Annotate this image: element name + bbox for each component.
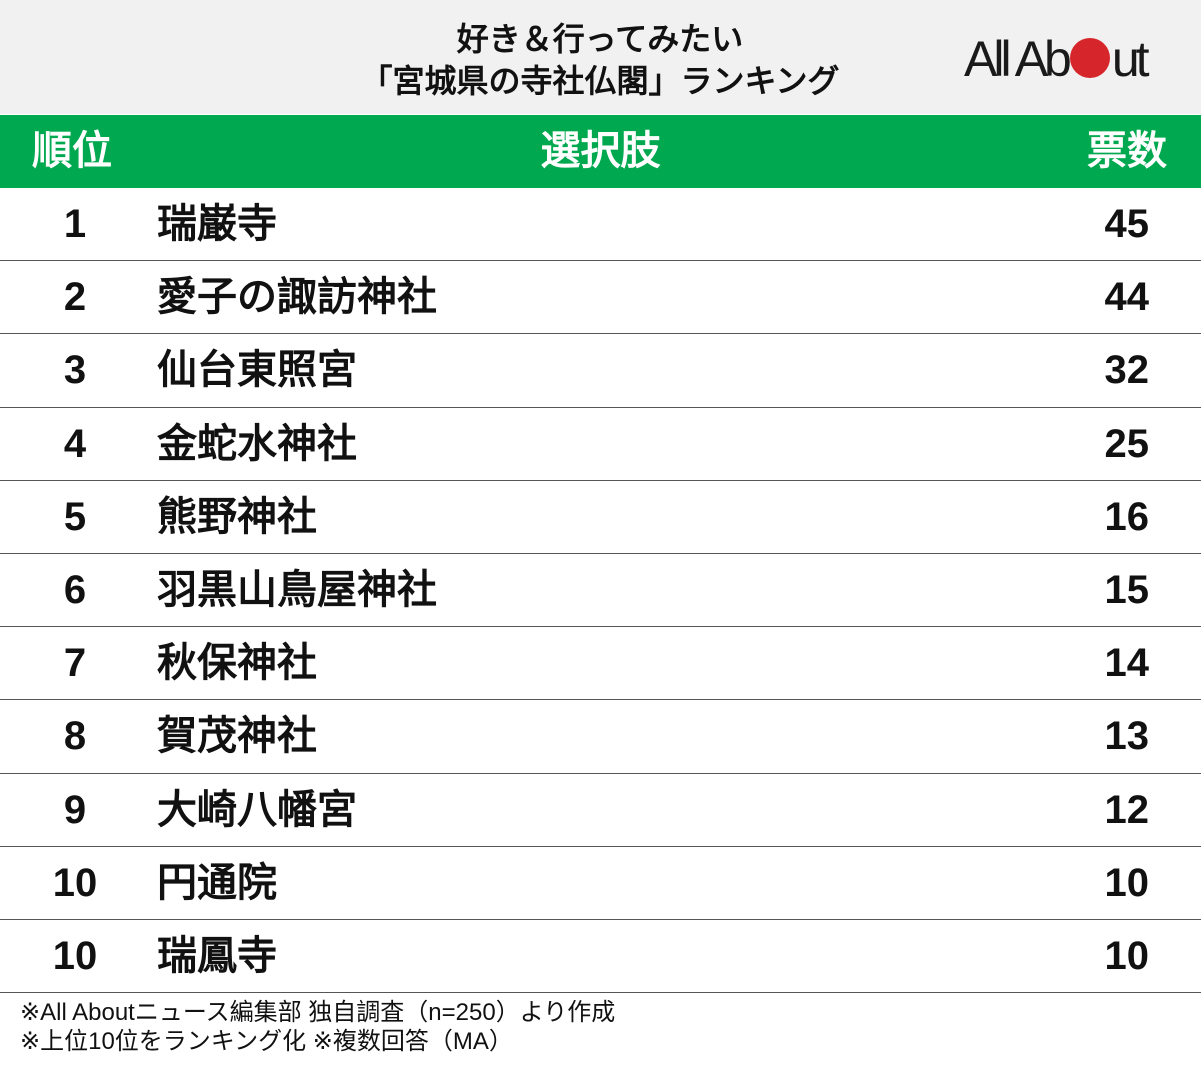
table-row: 8 賀茂神社 13 [0, 700, 1201, 774]
logo-red-dot [1069, 38, 1110, 78]
name-cell: 円通院 [157, 860, 277, 905]
table-row: 7 秋保神社 14 [0, 627, 1201, 701]
votes-cell: 13 [1104, 714, 1150, 759]
name-cell: 仙台東照宮 [157, 348, 357, 393]
footnote: ※上位10位をランキング化 ※複数回答（MA） [20, 1028, 513, 1055]
title-line-1: 好き＆行ってみたい [456, 21, 744, 57]
name-cell: 賀茂神社 [157, 714, 317, 759]
table-row: 9 大崎八幡宮 12 [0, 774, 1201, 847]
rank-cell: 9 [63, 787, 87, 832]
votes-cell: 32 [1104, 348, 1150, 393]
rank-cell: 3 [63, 348, 87, 393]
table-row: 10 円通院 10 [0, 847, 1201, 920]
table-row: 10 瑞鳳寺 10 [0, 920, 1201, 994]
name-cell: 熊野神社 [157, 494, 317, 539]
votes-cell: 44 [1104, 275, 1150, 320]
column-header-name: 選択肢 [540, 129, 661, 173]
table-row: 2 愛子の諏訪神社 44 [0, 261, 1201, 335]
table-row: 4 金蛇水神社 25 [0, 408, 1201, 481]
votes-cell: 25 [1104, 421, 1150, 466]
table-row: 6 羽黒山鳥屋神社 15 [0, 554, 1201, 628]
table-row: 1 瑞巌寺 45 [0, 188, 1201, 262]
votes-cell: 16 [1104, 494, 1150, 539]
votes-cell: 45 [1104, 202, 1150, 246]
votes-cell: 10 [1104, 933, 1150, 978]
footnotes: ※All Aboutニュース編集部 独自調査（n=250）より作成 ※上位10位… [20, 998, 615, 1056]
table-header: 順位 選択肢 票数 [0, 115, 1201, 188]
allabout-logo: All Ab ut [964, 31, 1150, 87]
votes-cell: 14 [1104, 641, 1150, 686]
column-header-votes: 票数 [1087, 129, 1167, 173]
rank-cell: 8 [63, 714, 87, 759]
votes-cell: 10 [1104, 860, 1150, 905]
rank-cell: 4 [63, 421, 87, 466]
rank-cell: 6 [63, 567, 87, 612]
name-cell: 金蛇水神社 [157, 421, 357, 466]
name-cell: 瑞鳳寺 [157, 933, 277, 978]
votes-cell: 12 [1104, 787, 1150, 832]
name-cell: 羽黒山鳥屋神社 [157, 567, 437, 612]
column-header-rank: 順位 [32, 129, 112, 173]
rank-cell: 7 [63, 641, 87, 686]
name-cell: 愛子の諏訪神社 [157, 275, 437, 320]
name-cell: 秋保神社 [157, 641, 317, 686]
name-cell: 大崎八幡宮 [157, 787, 357, 832]
rank-cell: 1 [63, 202, 87, 246]
title-line-2: 「宮城県の寺社仏閣」ランキング [360, 63, 840, 99]
votes-cell: 15 [1104, 567, 1150, 612]
table-row: 3 仙台東照宮 32 [0, 334, 1201, 408]
footnote: ※All Aboutニュース編集部 独自調査（n=250）より作成 [20, 999, 616, 1026]
ranking-table: 1 瑞巌寺 45 2 愛子の諏訪神社 44 3 仙台東照宮 32 4 金蛇水神社 25 5 熊野神社 16 6… [0, 188, 1201, 994]
title-band: 好き＆行ってみたい 「宮城県の寺社仏閣」ランキング All Ab ut [0, 0, 1201, 114]
rank-cell: 2 [63, 275, 87, 320]
name-cell: 瑞巌寺 [157, 202, 277, 246]
rank-cell: 5 [63, 494, 87, 539]
rank-cell: 10 [52, 860, 98, 905]
rank-cell: 10 [52, 933, 98, 978]
table-row: 5 熊野神社 16 [0, 481, 1201, 554]
